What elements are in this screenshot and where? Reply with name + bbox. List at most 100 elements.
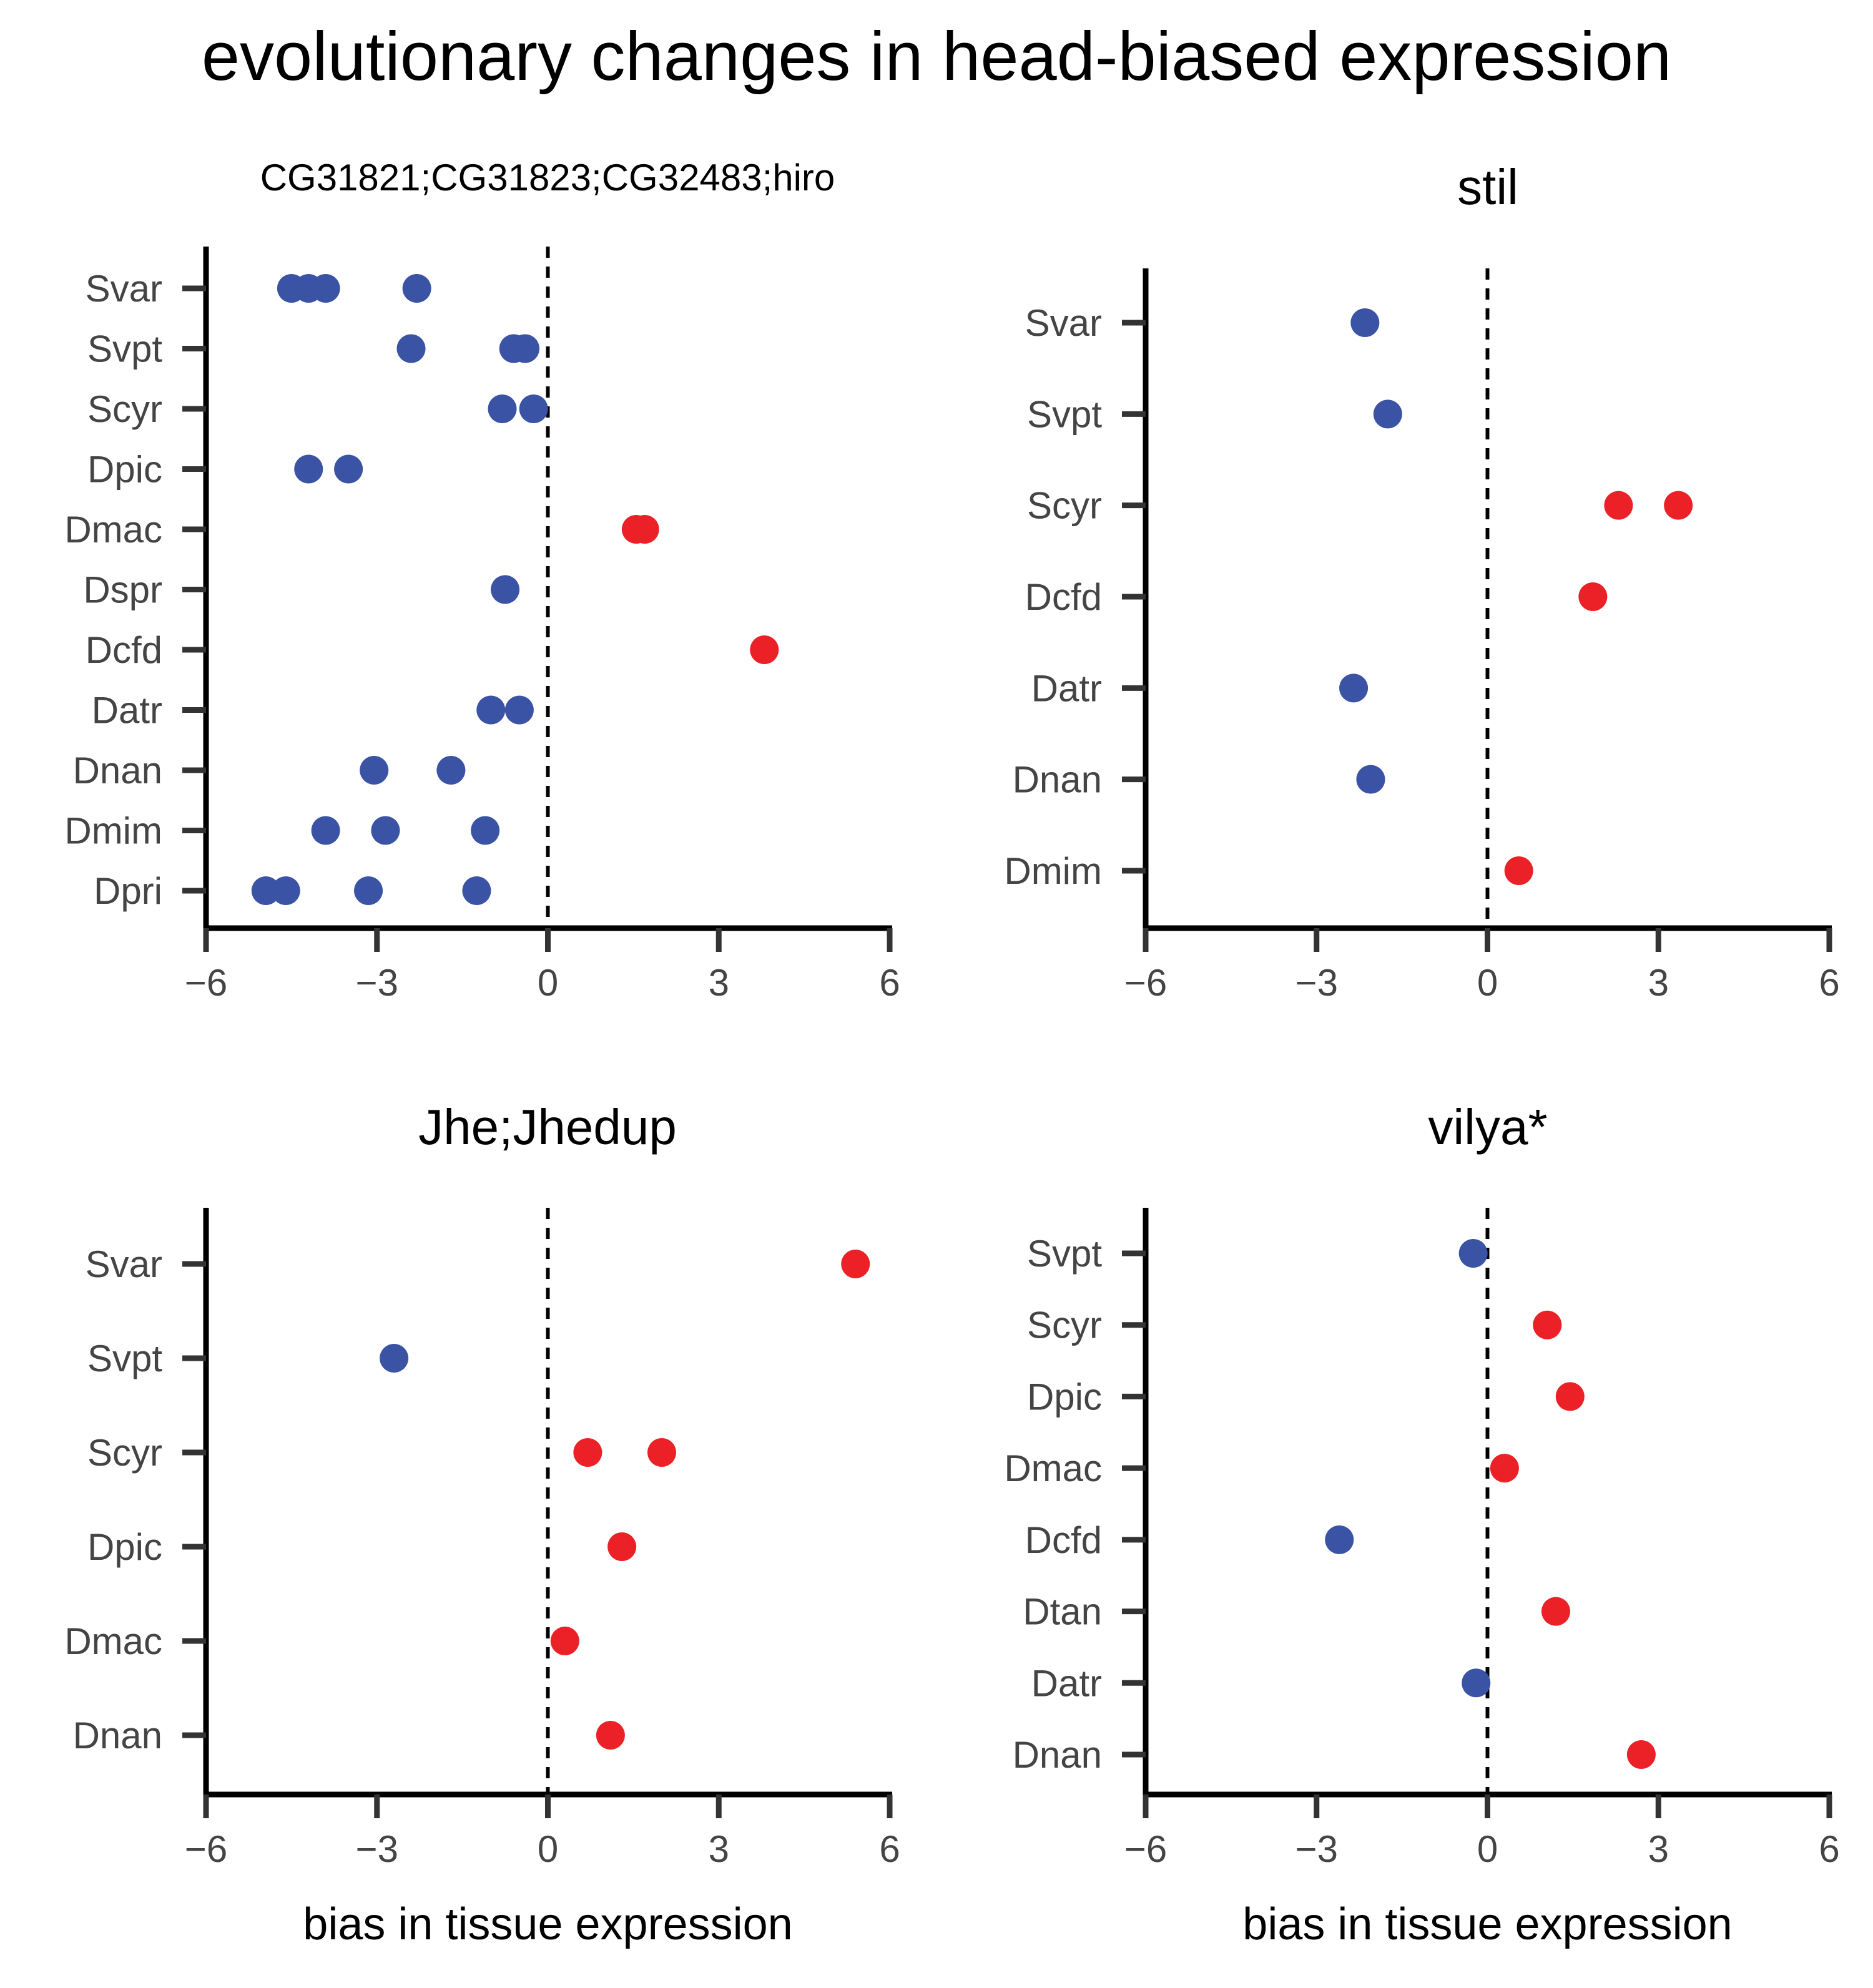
y-tick-label: Dnan [73,750,162,791]
panel-title: vilya* [1428,1099,1547,1155]
x-tick-label: −6 [185,962,227,1004]
x-tick-label: 6 [879,962,900,1004]
x-tick-label: 6 [1819,962,1839,1004]
figure-title: evolutionary changes in head-biased expr… [202,18,1671,95]
data-point [1490,1454,1519,1483]
data-point [511,334,539,363]
data-point [1325,1525,1354,1554]
x-tick-label: −3 [356,1828,398,1870]
panels: CG31821;CG31823;CG32483;hiro −6 −3 0 3 6 Svar S… [64,157,1839,1949]
x-tick-label: 3 [1648,1828,1669,1870]
y-tick-label: Dcfd [1025,1519,1102,1561]
data-point [1350,308,1380,337]
y-tick-label: Dpic [1027,1376,1102,1418]
data-point [402,274,431,303]
y-tick-label: Svar [86,1243,162,1285]
x-tick-label: 3 [709,1828,729,1870]
data-point [354,876,383,905]
y-tick-label: Scyr [1027,485,1102,527]
y-tick-label: Dspr [83,569,162,611]
data-point [371,816,400,845]
data-point [1664,491,1693,520]
x-tick-label: 3 [709,962,729,1004]
y-tick-label: Dpic [87,1526,162,1568]
y-tick-label: Scyr [87,388,162,430]
data-point [596,1721,625,1750]
data-point [476,695,506,725]
data-point [1339,673,1369,703]
data-point [380,1344,409,1373]
x-tick-label: 6 [879,1828,900,1870]
x-axis-label: bias in tissue expression [1242,1899,1732,1949]
x-tick-label: 0 [538,962,558,1004]
y-tick-label: Dtan [1023,1591,1102,1633]
data-point [1356,765,1385,794]
y-tick-label: Dmac [64,1620,162,1662]
panel-2: stil −6 −3 0 3 6 Svar Svpt Scyr Dcfd Datr Dnan Dmim [1004,159,1839,1004]
data-point [1504,856,1533,885]
y-tick-label: Svpt [87,1338,162,1379]
data-point [841,1250,870,1278]
x-tick-label: −3 [1295,962,1338,1004]
y-tick-label: Svpt [1027,393,1102,435]
data-point [519,394,548,423]
data-point [311,274,340,303]
panel-title: CG31821;CG31823;CG32483;hiro [260,157,835,198]
data-point [630,515,659,544]
data-point [647,1438,676,1467]
data-point [360,756,389,785]
y-tick-label: Svpt [1027,1233,1102,1275]
data-point [1541,1597,1570,1626]
x-tick-label: −6 [1124,1828,1167,1870]
x-axis-label: bias in tissue expression [303,1899,792,1949]
data-point [573,1438,602,1467]
y-tick-label: Dmim [64,810,162,852]
y-tick-label: Dcfd [86,629,162,671]
panel-1: CG31821;CG31823;CG32483;hiro −6 −3 0 3 6 Svar S… [64,157,900,1004]
x-tick-label: 0 [1477,1828,1498,1870]
data-point [1373,399,1402,429]
data-point [471,816,500,845]
y-tick-label: Dmac [64,509,162,551]
x-tick-label: −3 [1295,1828,1338,1870]
y-tick-label: Datr [92,690,162,732]
y-tick-label: Dmac [1004,1447,1102,1489]
data-point [1462,1668,1491,1698]
data-point [271,876,300,905]
data-point [488,394,517,423]
data-point [436,756,466,785]
x-tick-label: 3 [1648,962,1669,1004]
x-tick-label: 0 [1477,962,1498,1004]
data-point [1604,491,1633,520]
data-point [396,334,426,363]
y-tick-label: Svar [86,268,162,310]
data-point [504,695,534,725]
y-tick-label: Dpic [87,449,162,491]
y-tick-label: Scyr [1027,1305,1102,1346]
data-point [1555,1382,1585,1411]
x-tick-label: 0 [538,1828,558,1870]
y-tick-label: Svar [1025,302,1102,344]
data-point [607,1532,637,1561]
y-tick-label: Dpri [94,870,162,912]
data-point [491,575,520,604]
y-tick-label: Dnan [1013,1734,1102,1776]
y-tick-label: Datr [1031,667,1102,709]
data-point [750,635,779,664]
y-tick-label: Dnan [73,1715,162,1756]
y-tick-label: Dnan [1013,759,1102,801]
y-tick-label: Scyr [87,1432,162,1474]
data-point [251,876,280,905]
x-tick-label: −6 [185,1828,227,1870]
panel-title: Jhe;Jhedup [418,1099,677,1155]
x-tick-label: 6 [1819,1828,1839,1870]
data-point [334,454,363,484]
data-point [550,1627,579,1655]
panel-4: vilya* −6 −3 0 3 6 Svpt Scyr Dpic Dmac Dcfd Dtan Dat… [1004,1099,1839,1949]
y-tick-label: Dcfd [1025,576,1102,618]
panel-title: stil [1457,159,1518,215]
panel-3: Jhe;Jhedup −6 −3 0 3 6 Svar Svpt Scyr Dpic Dmac Dna… [64,1099,900,1949]
data-point [1458,1239,1488,1268]
